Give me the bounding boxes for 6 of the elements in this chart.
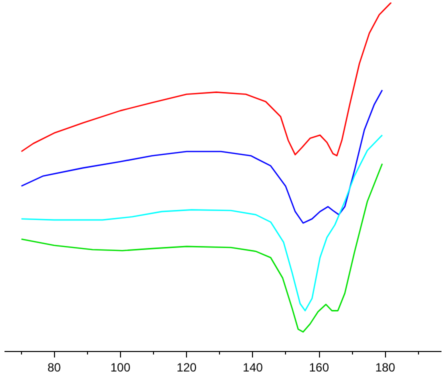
x-tick-label: 160 [308,360,330,374]
x-tick-label: 120 [176,360,197,374]
x-tick-label: 180 [375,360,396,374]
x-tick-label: 100 [110,360,131,374]
x-tick-label: 140 [242,360,264,374]
x-tick-label: 80 [47,360,62,374]
